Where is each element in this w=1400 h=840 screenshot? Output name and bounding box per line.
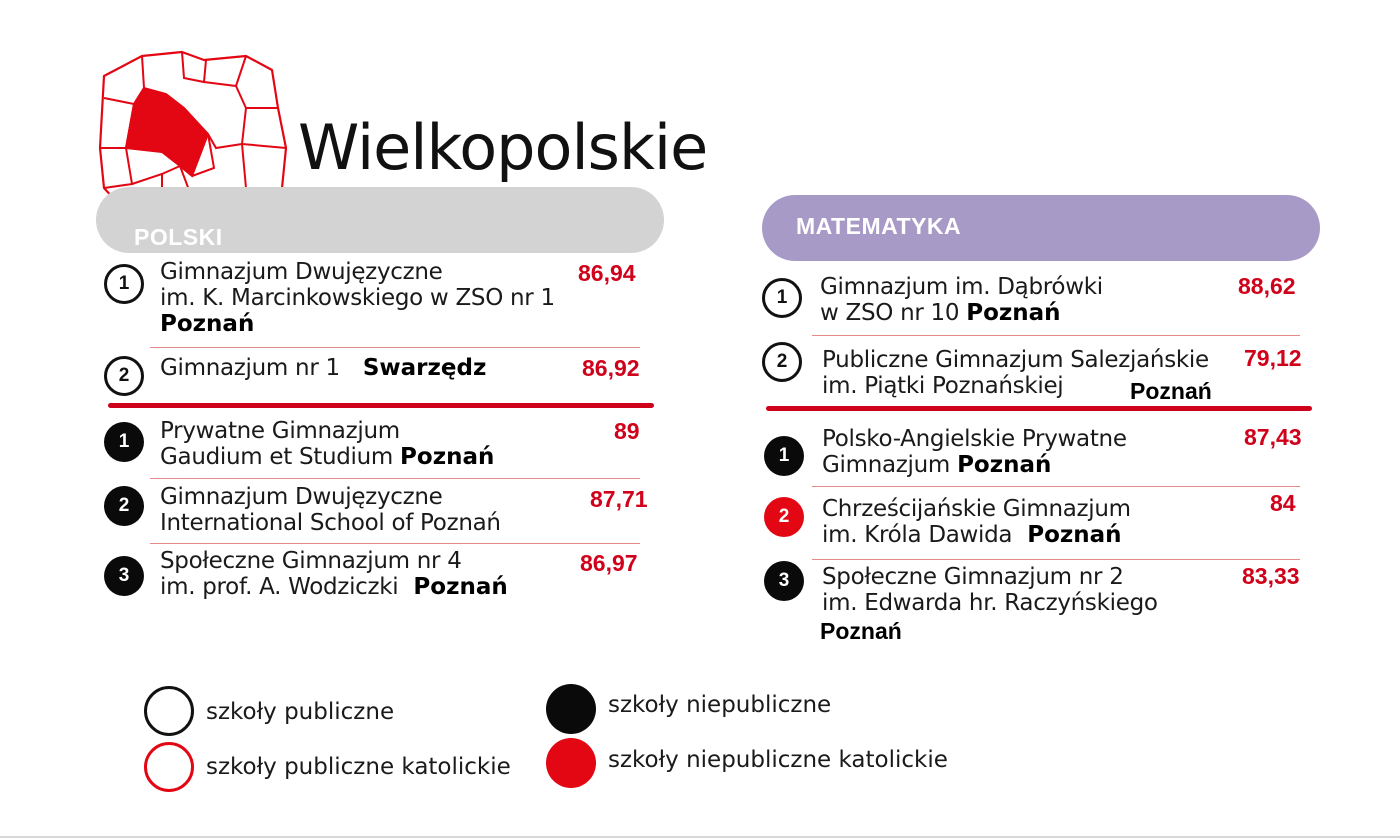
- school-name: Gimnazjum Dwujęzyczne im. K. Marcinkowsk…: [160, 259, 555, 337]
- school-name-line: Społeczne Gimnazjum nr 2: [822, 564, 1124, 590]
- school-name-line: International School of Poznań: [160, 510, 501, 536]
- polski-header-bar: POLSKI: [96, 187, 664, 253]
- school-name-line: Gimnazjum im. Dąbrówki: [820, 274, 1103, 300]
- school-city: Poznań: [160, 311, 255, 337]
- school-city: Poznań: [400, 444, 495, 470]
- school-score: 88,62: [1238, 273, 1296, 299]
- public-nonpublic-divider: [108, 403, 654, 408]
- rank-number: 2: [778, 506, 790, 527]
- row-divider: [812, 335, 1300, 336]
- school-name: Społeczne Gimnazjum nr 2 im. Edwarda hr.…: [822, 564, 1158, 616]
- rank-badge-nonpublic: 1: [104, 422, 144, 462]
- school-city: Swarzędz: [362, 355, 487, 381]
- rank-number: 2: [118, 495, 130, 516]
- row-divider: [150, 478, 640, 479]
- rank-number: 1: [118, 273, 130, 294]
- rank-badge-public: 1: [762, 278, 802, 318]
- school-name-line: im. K. Marcinkowskiego w ZSO nr 1: [160, 285, 555, 311]
- region-title: Wielkopolskie: [298, 111, 708, 184]
- school-score: 86,94: [578, 260, 636, 286]
- matematyka-header-bar: MATEMATYKA: [762, 195, 1320, 261]
- rank-number: 3: [118, 565, 130, 586]
- school-name-line: im. prof. A. Wodziczki: [160, 574, 399, 600]
- row-divider: [812, 559, 1300, 560]
- school-name-line: im. Edwarda hr. Raczyńskiego: [822, 590, 1158, 616]
- rank-badge-nonpublic: 2: [104, 486, 144, 526]
- row-divider: [150, 347, 640, 348]
- rank-number: 1: [118, 431, 130, 452]
- school-score: 89: [614, 418, 640, 444]
- legend-public-catholic-icon: [144, 742, 194, 792]
- school-name-line: Polsko-Angielskie Prywatne: [822, 426, 1127, 452]
- school-city: Poznań: [1130, 378, 1212, 404]
- matematyka-header-label: MATEMATYKA: [796, 213, 962, 239]
- school-name-line: Społeczne Gimnazjum nr 4: [160, 548, 462, 574]
- legend-nonpublic-label: szkoły niepubliczne: [608, 692, 832, 718]
- school-name-line: im. Piątki Poznańskiej: [822, 373, 1064, 399]
- school-name-line: Gimnazjum nr 1: [160, 355, 340, 381]
- legend-public-catholic-label: szkoły publiczne katolickie: [206, 754, 511, 780]
- school-name: Gimnazjum im. Dąbrówki w ZSO nr 10 Pozna…: [820, 274, 1103, 326]
- row-divider: [150, 543, 640, 544]
- school-name: Polsko-Angielskie Prywatne Gimnazjum Poz…: [822, 426, 1127, 478]
- school-name: Społeczne Gimnazjum nr 4 im. prof. A. Wo…: [160, 548, 508, 600]
- school-name-line: Chrześcijańskie Gimnazjum: [822, 496, 1131, 522]
- rank-badge-public: 2: [762, 342, 802, 382]
- rank-badge-nonpublic: 3: [104, 556, 144, 596]
- school-score: 86,92: [582, 355, 640, 381]
- rank-number: 3: [778, 570, 790, 591]
- rank-number: 1: [778, 445, 790, 466]
- legend-nonpublic-icon: [546, 684, 596, 734]
- school-score: 86,97: [580, 550, 638, 576]
- legend-nonpublic-catholic-icon: [546, 738, 596, 788]
- school-city: Poznań: [957, 452, 1052, 478]
- rank-badge-nonpublic: 3: [764, 561, 804, 601]
- rank-badge-public: 1: [104, 264, 144, 304]
- school-name-line: Publiczne Gimnazjum Salezjańskie: [822, 347, 1209, 373]
- rank-badge-public: 2: [104, 356, 144, 396]
- school-score: 84: [1270, 490, 1296, 516]
- school-name-line: Gimnazjum: [822, 452, 951, 478]
- row-divider: [812, 486, 1300, 487]
- public-nonpublic-divider: [766, 406, 1312, 411]
- school-name-line: Gimnazjum Dwujęzyczne: [160, 259, 443, 285]
- school-name-line: Gaudium et Studium: [160, 444, 394, 470]
- school-city: Poznań: [413, 574, 508, 600]
- school-name: Publiczne Gimnazjum Salezjańskie im. Pią…: [822, 347, 1209, 399]
- rank-badge-nonpublic-catholic: 2: [764, 497, 804, 537]
- rank-number: 2: [118, 365, 130, 386]
- school-city: Poznań: [820, 618, 902, 644]
- rank-badge-nonpublic: 1: [764, 436, 804, 476]
- school-score: 83,33: [1242, 563, 1300, 589]
- rank-number: 2: [776, 351, 788, 372]
- polski-header-label: POLSKI: [134, 224, 223, 250]
- school-name-line: w ZSO nr 10: [820, 300, 960, 326]
- school-city: Poznań: [1027, 522, 1122, 548]
- school-name: Gimnazjum nr 1 Swarzędz: [160, 355, 486, 381]
- legend-public-icon: [144, 686, 194, 736]
- school-name-line: Prywatne Gimnazjum: [160, 418, 400, 444]
- school-name-line: im. Króla Dawida: [822, 522, 1013, 548]
- school-city: Poznań: [966, 300, 1061, 326]
- school-name-line: Gimnazjum Dwujęzyczne: [160, 484, 443, 510]
- rank-number: 1: [776, 287, 788, 308]
- legend-public-label: szkoły publiczne: [206, 699, 395, 725]
- school-name: Gimnazjum Dwujęzyczne International Scho…: [160, 484, 501, 536]
- legend-nonpublic-catholic-label: szkoły niepubliczne katolickie: [608, 747, 948, 773]
- school-score: 87,43: [1244, 424, 1302, 450]
- bottom-divider: [0, 836, 1400, 838]
- school-score: 79,12: [1244, 345, 1302, 371]
- school-name: Prywatne Gimnazjum Gaudium et Studium Po…: [160, 418, 494, 470]
- school-score: 87,71: [590, 486, 648, 512]
- school-name: Chrześcijańskie Gimnazjum im. Króla Dawi…: [822, 496, 1131, 548]
